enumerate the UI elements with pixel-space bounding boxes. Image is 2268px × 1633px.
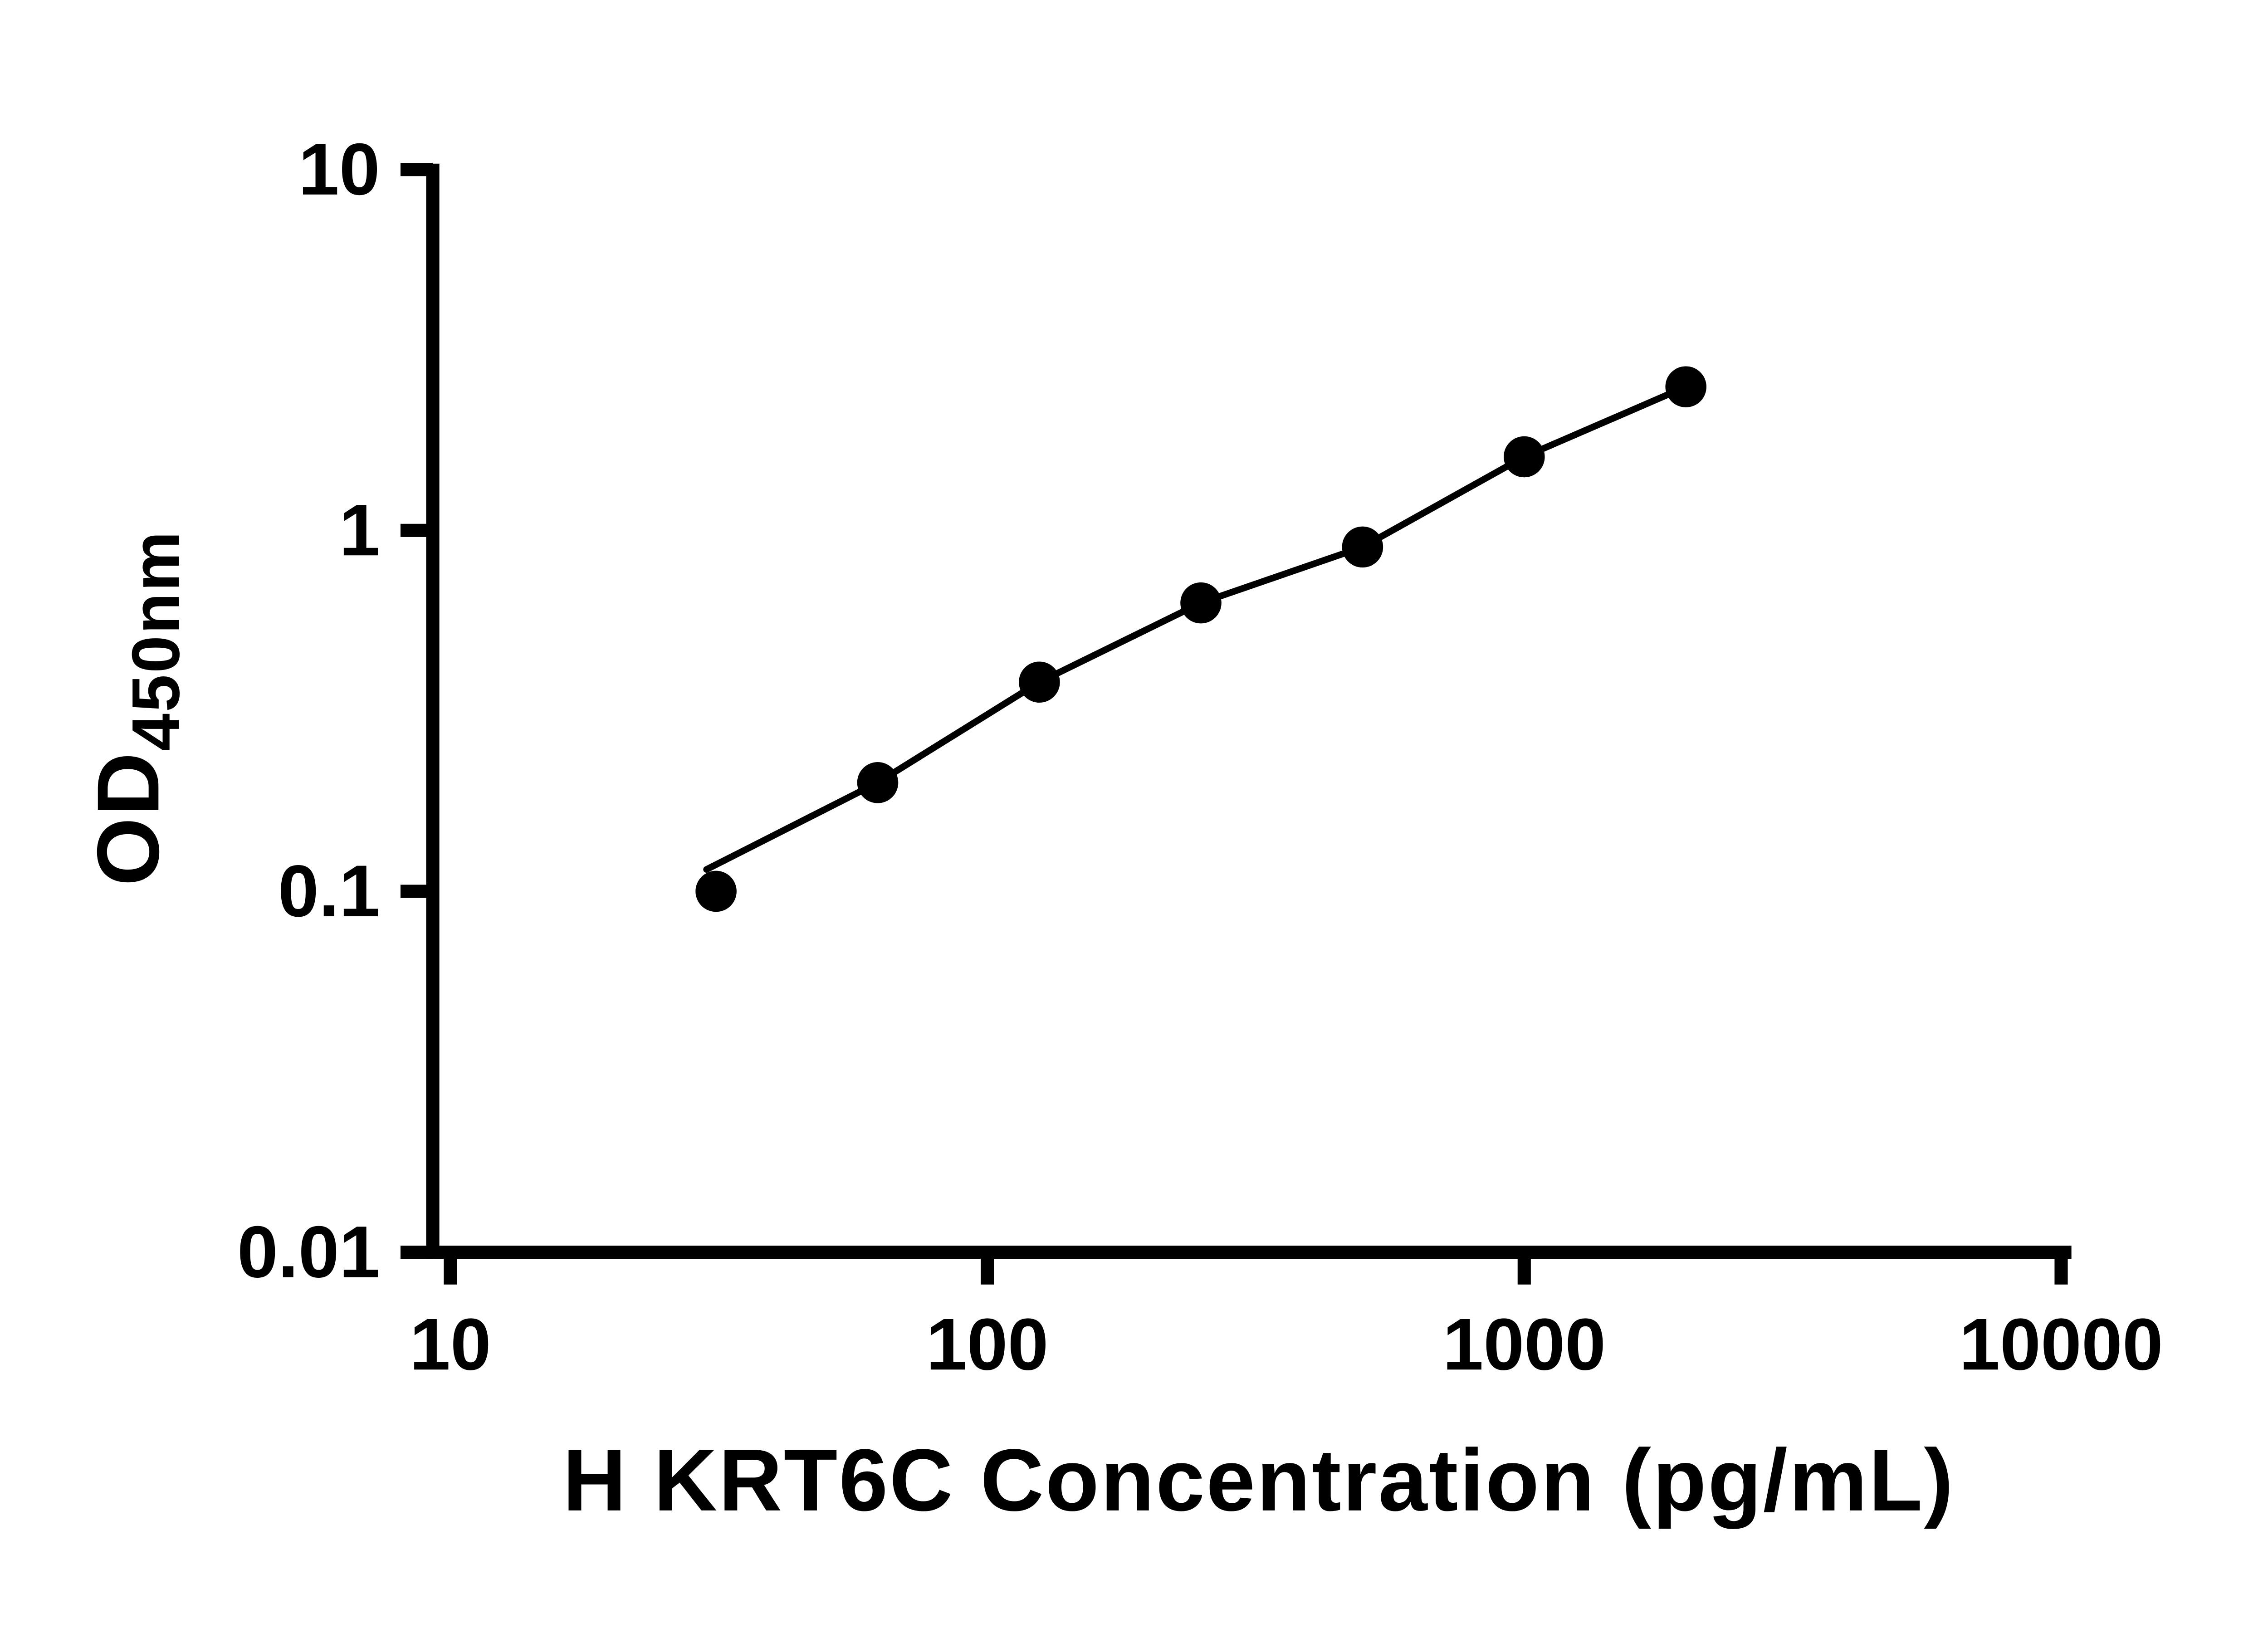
data-point <box>1342 526 1383 568</box>
axis-frame <box>426 163 2072 1259</box>
y-axis-title: OD450nm <box>79 530 193 886</box>
x-axis-title: H KRT6C Concentration (pg/mL) <box>563 1431 1955 1530</box>
x-axis-tick-label: 10 <box>410 1304 491 1385</box>
x-axis-tick-label: 100 <box>926 1304 1049 1385</box>
y-axis-tick-label: 0.01 <box>237 1212 380 1293</box>
data-point <box>1665 366 1706 407</box>
data-point <box>857 762 899 803</box>
data-point <box>1504 436 1545 478</box>
x-axis-tick-label: 10000 <box>1959 1304 2163 1385</box>
data-point <box>1180 582 1222 624</box>
y-axis-title-sub: 450nm <box>118 530 194 751</box>
y-axis-tick-label: 0.1 <box>278 851 380 932</box>
x-axis-tick-label: 1000 <box>1442 1304 1606 1385</box>
y-axis-title-main: OD <box>79 751 177 886</box>
data-point <box>1019 661 1060 703</box>
y-axis-tick-label: 1 <box>339 489 380 571</box>
y-axis-tick-label: 10 <box>298 129 380 210</box>
data-point <box>695 870 737 912</box>
